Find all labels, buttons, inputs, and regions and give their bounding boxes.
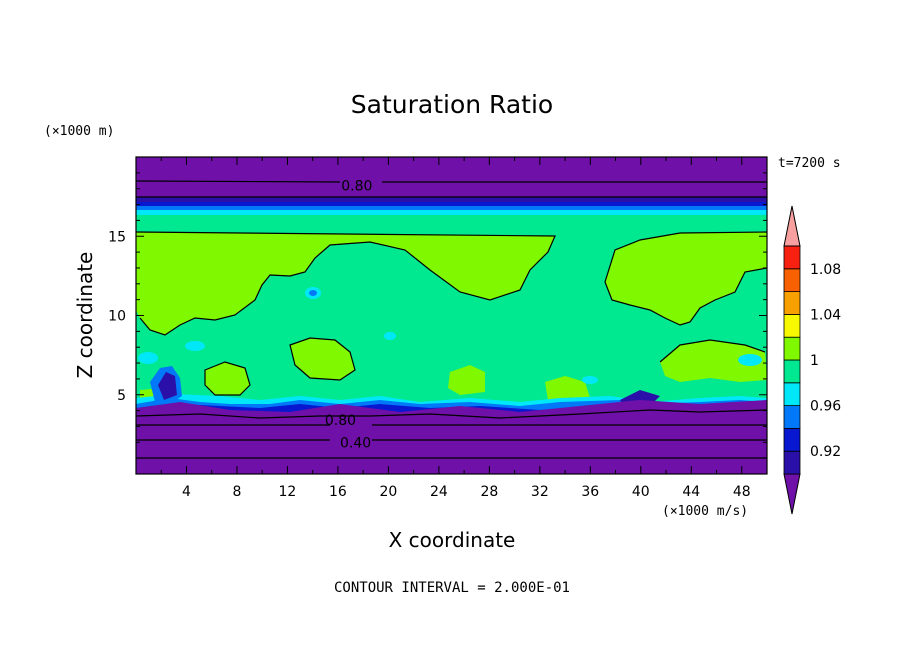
colorbar-label: 1 (810, 353, 819, 369)
contour-line-green-right (604, 231, 767, 326)
contour-label: 0.40 (340, 435, 371, 451)
colorbar-segment (783, 382, 801, 406)
contour-line-mid-1 (289, 337, 356, 381)
blue-pocket-1 (309, 290, 317, 296)
y-tick-label: 15 (108, 229, 126, 245)
colorbar-segment (783, 268, 801, 292)
colorbar-segment (783, 405, 801, 429)
contour-field: 0.80 0.80 0.40 (136, 157, 767, 474)
band-upper-3 (136, 206, 767, 211)
contour-line-mid-2 (204, 361, 251, 396)
contour-label: 0.80 (341, 179, 372, 195)
colorbar-label: 1.08 (810, 262, 841, 278)
colorbar-bottom-arrow (783, 473, 801, 515)
contour-line-lower-080 (136, 409, 767, 419)
green-region-top-right (605, 232, 767, 325)
x-tick-label: 44 (682, 484, 700, 500)
x-tick-label: 32 (531, 484, 549, 500)
colorbar: 0.92 0.96 1 1.04 1.08 (783, 205, 841, 515)
x-tick-label: 8 (232, 484, 241, 500)
x-axis-unit: (×1000 m/s) (662, 504, 748, 519)
x-tick-label: 16 (329, 484, 347, 500)
x-tick-label: 20 (379, 484, 397, 500)
green-region-top-left (136, 232, 555, 335)
x-axis-ticks: 4 8 12 16 20 24 28 32 36 40 44 48 (160, 157, 751, 500)
x-tick-label: 24 (430, 484, 448, 500)
y-axis-unit: (×1000 m) (44, 124, 114, 139)
x-axis-label: X coordinate (389, 528, 516, 552)
cyan-pocket-2 (138, 352, 158, 364)
colorbar-label: 0.96 (810, 399, 841, 415)
colorbar-segment (783, 359, 801, 384)
colorbar-segment (783, 450, 801, 475)
cyan-pocket-6 (738, 354, 762, 366)
x-tick-label: 28 (480, 484, 498, 500)
colorbar-label: 1.04 (810, 307, 841, 323)
band-upper-4 (136, 210, 767, 216)
cyan-pocket-3 (185, 341, 205, 351)
contour-label: 0.80 (325, 413, 356, 429)
contour-line-green-left (136, 231, 556, 336)
colorbar-top-arrow (783, 205, 801, 247)
cyan-pocket-4 (384, 332, 396, 340)
x-tick-label: 4 (182, 484, 191, 500)
green-region-fleck (143, 308, 152, 322)
cyan-pocket-5 (582, 376, 598, 384)
colorbar-segment (783, 291, 801, 315)
band-upper-2 (136, 202, 767, 207)
lower-dry-layer (136, 413, 767, 474)
colorbar-segment (783, 336, 801, 361)
y-axis-ticks: 5 10 15 (108, 172, 767, 459)
x-tick-label: 12 (279, 484, 297, 500)
colorbar-segment (783, 245, 801, 270)
x-tick-label: 48 (733, 484, 751, 500)
time-label: t=7200 s (778, 156, 841, 171)
colorbar-segment (783, 313, 801, 338)
y-tick-label: 10 (108, 309, 126, 325)
green-region-mid-3 (448, 365, 485, 395)
purple-plume-left (158, 372, 177, 400)
chart-title: Saturation Ratio (351, 90, 553, 119)
x-tick-label: 40 (632, 484, 650, 500)
contour-line-mid-5 (659, 339, 766, 363)
y-axis-label: Z coordinate (73, 252, 97, 379)
contour-labels: 0.80 0.80 0.40 (325, 179, 373, 452)
green-region-mid-2 (205, 362, 250, 395)
green-region-mid-1 (290, 338, 355, 380)
contour-interval-label: CONTOUR INTERVAL = 2.000E-01 (334, 580, 570, 596)
contour-line-upper-080 (136, 180, 767, 183)
y-tick-label: 5 (117, 388, 126, 404)
contour-lines (136, 180, 767, 459)
colorbar-segment (783, 427, 801, 452)
band-upper-1 (136, 197, 767, 203)
green-region-mid-5 (660, 340, 767, 382)
colorbar-label: 0.92 (810, 444, 841, 460)
x-tick-label: 36 (581, 484, 599, 500)
